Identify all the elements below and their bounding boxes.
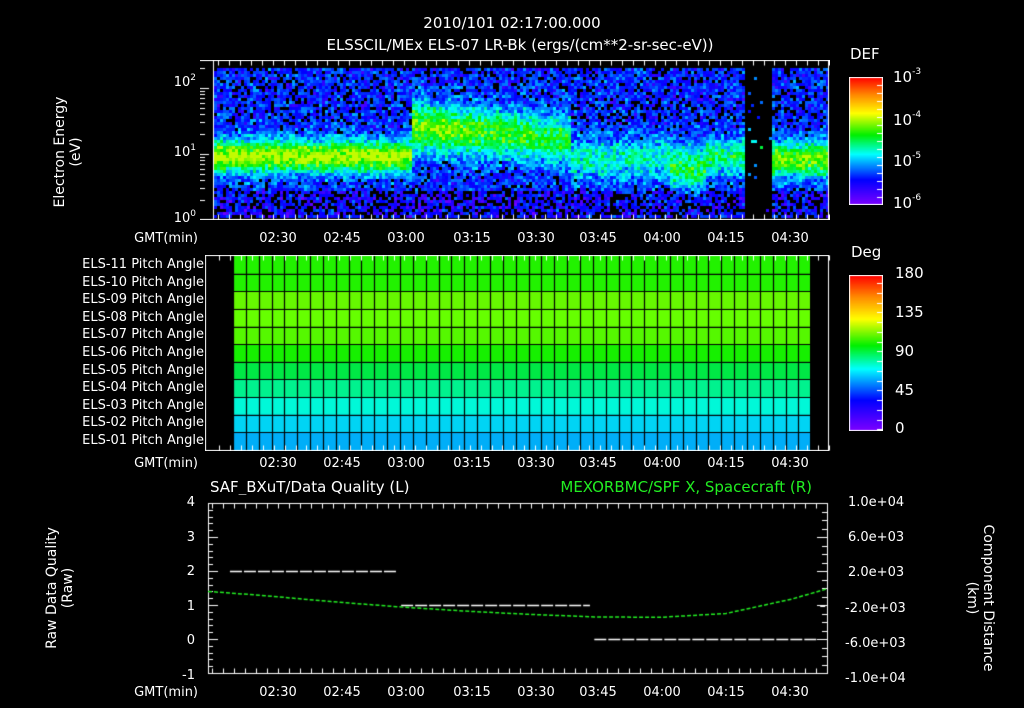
time-tick-label: 04:15 [707,685,745,700]
time-tick-label: 03:30 [517,231,555,246]
time-tick-label: 02:30 [259,456,297,471]
time-tick-label: 03:30 [517,456,555,471]
raw-quality-ytick: 4 [186,495,195,510]
def-colorbar-title: DEF [850,45,880,63]
time-tick-label: 03:15 [453,231,491,246]
spf-x-title-right: MEXORBMC/SPF X, Spacecraft (R) [560,478,812,496]
pitch-angle-row-label: ELS-08 Pitch Angle [82,309,204,325]
deg-tick-0: 0 [895,419,905,437]
time-tick-label: 04:15 [707,231,745,246]
time-tick-label: 04:30 [771,231,809,246]
pitch-angle-row-label: ELS-05 Pitch Angle [82,362,204,378]
plot-timestamp: 2010/101 02:17:00.000 [423,14,601,32]
pitch-angle-row-label: ELS-03 Pitch Angle [82,397,204,413]
pitch-angle-row-label: ELS-10 Pitch Angle [82,274,204,290]
deg-tick-90: 90 [895,342,915,360]
component-distance-ytick: -2.0e+03 [845,600,906,616]
energy-ylabel-line2: (eV) [68,137,84,167]
pitch-angle-row-label: ELS-02 Pitch Angle [82,415,204,431]
def-tick-1e-4: 10-4 [893,110,922,129]
component-distance-ylabel-line2: (km) [964,581,980,615]
time-tick-label: 02:45 [323,456,361,471]
time-axis-label-2: GMT(min) [134,456,198,471]
time-tick-label: 04:15 [707,456,745,471]
pitch-angle-row-label: ELS-11 Pitch Angle [82,257,204,272]
deg-colorbar-title: Deg [851,243,882,261]
deg-colorbar [849,275,883,431]
def-tick-1e-6: 10-6 [893,193,922,212]
data-quality-plot[interactable] [205,495,835,675]
def-colorbar [849,77,883,205]
time-tick-label: 03:15 [453,456,491,471]
deg-tick-135: 135 [895,303,924,321]
time-tick-label: 02:45 [323,231,361,246]
time-axis-label-3: GMT(min) [134,685,198,700]
component-distance-ytick: 6.0e+03 [848,530,905,546]
energy-spectrogram[interactable] [200,60,830,220]
component-distance-ytick: -6.0e+03 [845,635,906,651]
raw-quality-ytick: 3 [186,529,195,545]
energy-ytick-100: 102 [173,73,196,90]
deg-tick-180: 180 [895,264,924,282]
time-tick-label: 02:30 [259,685,297,700]
time-tick-label: 03:45 [579,231,617,246]
plot-title: ELSSCIL/MEx ELS-07 LR-Bk (ergs/(cm**2-sr… [326,36,714,54]
def-tick-1e-5: 10-5 [893,151,922,170]
energy-ylabel-line1: Electron Energy [52,96,68,208]
raw-quality-ytick: 1 [186,598,195,614]
deg-tick-45: 45 [895,381,915,399]
component-distance-ytick: -1.0e+04 [845,671,906,686]
energy-ytick-1: 100 [173,209,196,226]
time-tick-label: 04:00 [643,685,681,700]
time-tick-label: 03:45 [579,456,617,471]
time-tick-label: 03:30 [517,685,555,700]
component-distance-ytick: 1.0e+04 [848,495,905,510]
energy-ylabel: Electron Energy (eV) [52,82,84,222]
pitch-angle-row-label: ELS-06 Pitch Angle [82,345,204,360]
time-tick-label: 04:30 [771,685,809,700]
time-axis-label-1: GMT(min) [134,231,198,246]
component-distance-ylabel-line1: Component Distance [980,524,996,672]
time-tick-label: 03:00 [387,456,425,471]
raw-quality-ylabel: Raw Data Quality (Raw) [44,513,76,663]
time-tick-label: 03:00 [387,231,425,246]
raw-quality-ytick: 2 [186,564,195,580]
time-tick-label: 04:00 [643,231,681,246]
time-tick-label: 02:45 [323,685,361,700]
time-tick-label: 03:15 [453,685,491,700]
pitch-angle-grid[interactable] [205,255,835,451]
component-distance-ylabel: Component Distance (km) [964,513,996,683]
raw-quality-ylabel-line2: (Raw) [60,567,76,609]
time-tick-label: 03:45 [579,685,617,700]
raw-quality-ylabel-line1: Raw Data Quality [44,527,60,649]
data-quality-title-left: SAF_BXuT/Data Quality (L) [210,478,410,496]
time-tick-label: 04:00 [643,456,681,471]
pitch-angle-row-label: ELS-07 Pitch Angle [82,327,204,343]
component-distance-ytick: 2.0e+03 [848,565,905,581]
pitch-angle-row-label: ELS-09 Pitch Angle [82,292,204,308]
time-tick-label: 02:30 [259,231,297,246]
time-tick-label: 03:00 [387,685,425,700]
def-tick-1e-3: 10-3 [893,67,922,86]
energy-ytick-10: 101 [173,143,196,160]
raw-quality-ytick: 0 [186,633,195,649]
pitch-angle-row-label: ELS-04 Pitch Angle [82,380,204,396]
pitch-angle-row-label: ELS-01 Pitch Angle [82,433,204,448]
time-tick-label: 04:30 [771,456,809,471]
raw-quality-ytick: -1 [182,668,195,683]
